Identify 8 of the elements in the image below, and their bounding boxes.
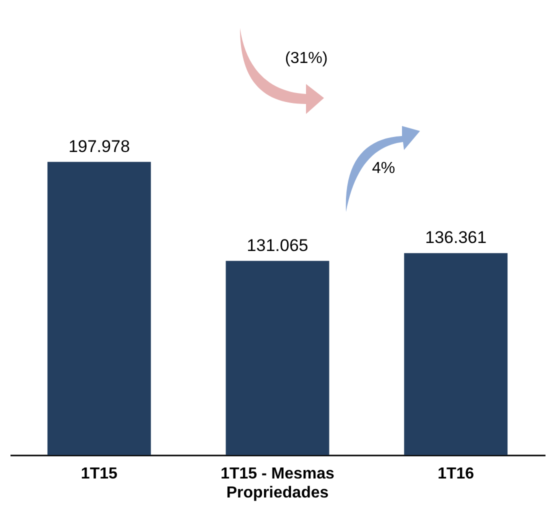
x-tick-label: 1T16 bbox=[438, 466, 474, 482]
data-label: 131.065 bbox=[246, 236, 308, 255]
data-label: 197.978 bbox=[68, 136, 130, 156]
x-tick-label: 1T15 - Mesmas Propriedades bbox=[220, 466, 335, 502]
data-label: 136.361 bbox=[425, 228, 487, 248]
x-tick-label: 1T15 bbox=[80, 466, 118, 482]
text: (31%) bbox=[285, 50, 328, 68]
annotation: 4% bbox=[372, 160, 396, 178]
